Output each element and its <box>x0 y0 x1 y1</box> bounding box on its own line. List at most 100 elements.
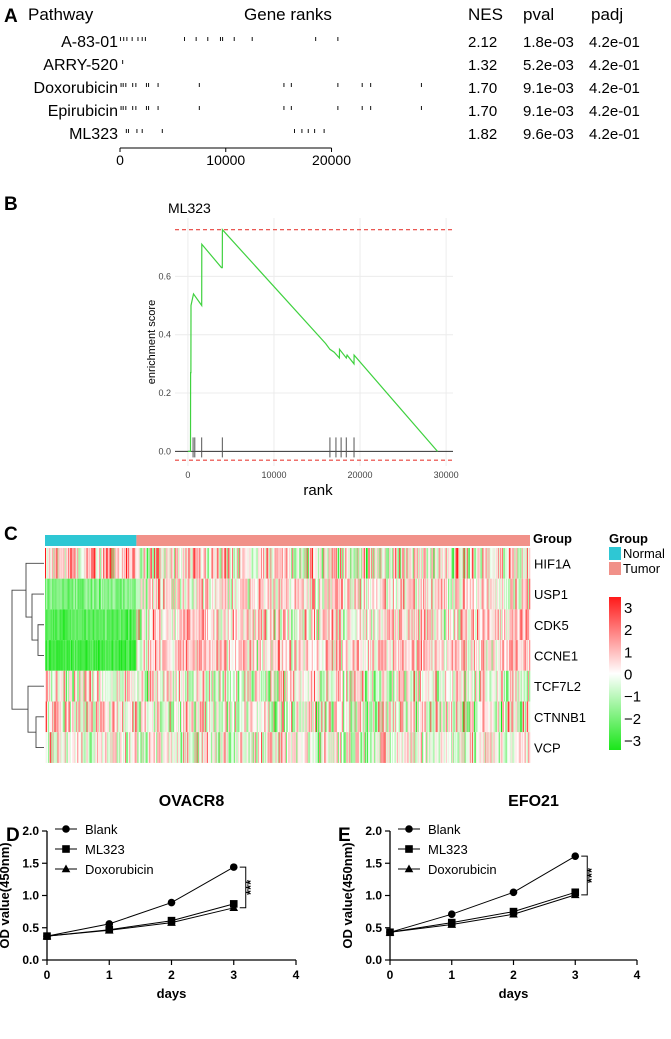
heatmap-cell <box>207 732 209 763</box>
heatmap-cell <box>296 548 298 579</box>
heatmap-cell <box>114 701 116 733</box>
heatmap-cell <box>45 640 47 671</box>
heatmap-cell <box>73 578 75 610</box>
heatmap-cell <box>201 732 204 763</box>
heatmap-cell <box>147 609 150 641</box>
heatmap-cell <box>190 640 192 671</box>
heatmap-cell <box>65 578 68 610</box>
heatmap-cell <box>124 701 127 733</box>
heatmap-cell <box>163 670 165 702</box>
heatmap-cell <box>426 548 428 579</box>
heatmap-cell <box>518 670 520 702</box>
heatmap-cell <box>400 578 402 610</box>
heatmap-cell <box>256 609 259 641</box>
heatmap-cell <box>65 732 68 763</box>
heatmap-cell <box>75 548 77 579</box>
heatmap-cell <box>115 701 117 733</box>
heatmap-cell <box>295 640 297 671</box>
header-gene-ranks: Gene ranks <box>244 5 332 24</box>
heatmap-cell <box>207 670 209 702</box>
heatmap-cell <box>350 548 352 579</box>
heatmap-cell <box>219 701 221 733</box>
heatmap-cell <box>447 609 450 641</box>
heatmap-cell <box>517 578 519 610</box>
heatmap-cell <box>264 578 266 610</box>
heatmap-cell <box>246 670 248 702</box>
heatmap-cell <box>467 548 470 579</box>
heatmap-cell <box>236 701 238 733</box>
heatmap-cell <box>324 640 326 671</box>
y-tick-label: 1.0 <box>22 889 39 903</box>
heatmap-cell <box>457 670 459 702</box>
heatmap-cell <box>114 732 116 763</box>
heatmap-cell <box>48 578 50 610</box>
heatmap-cell <box>356 670 358 702</box>
heatmap-cell <box>303 578 305 610</box>
significance-label: *** <box>243 879 258 895</box>
heatmap-cell <box>218 732 220 763</box>
heatmap-cell <box>318 640 320 671</box>
heatmap-cell <box>52 670 54 702</box>
heatmap-cell <box>222 640 224 671</box>
heatmap-cell <box>234 578 236 610</box>
heatmap-cell <box>459 548 461 579</box>
heatmap-cell <box>157 548 159 579</box>
heatmap-cell <box>472 578 475 610</box>
heatmap-cell <box>366 548 369 579</box>
heatmap-cell <box>73 548 75 579</box>
heatmap-cell <box>174 578 177 610</box>
heatmap-cell <box>133 701 135 733</box>
heatmap-cell <box>307 701 310 733</box>
heatmap-cell <box>463 548 465 579</box>
heatmap-cell <box>387 548 390 579</box>
heatmap-cell <box>255 548 258 579</box>
heatmap-cell <box>497 548 500 579</box>
heatmap-cell <box>135 701 137 733</box>
legend-label-ml323: ML323 <box>428 842 468 857</box>
heatmap-cell <box>56 609 58 641</box>
heatmap-cell <box>164 670 166 702</box>
heatmap-cell <box>480 732 482 763</box>
heatmap-cell <box>270 732 272 763</box>
heatmap-cell <box>489 609 491 641</box>
heatmap-cell <box>177 640 180 671</box>
heatmap-cell <box>226 609 229 641</box>
heatmap-cell <box>121 609 124 641</box>
heatmap-cell <box>489 670 491 702</box>
heatmap-cell <box>336 578 339 610</box>
heatmap-cell <box>85 609 87 641</box>
enrichment-plot-area: 0.00.20.40.60 10000 20000 30000 <box>158 218 459 480</box>
heatmap-cell <box>457 640 459 671</box>
heatmap-cell <box>417 732 420 763</box>
heatmap-cell <box>487 670 489 702</box>
heatmap-cell <box>346 640 348 671</box>
heatmap-cell <box>285 578 288 610</box>
heatmap-cell <box>157 670 159 702</box>
heatmap-cell <box>50 701 52 733</box>
heatmap-cell <box>166 609 168 641</box>
heatmap-cell <box>514 732 516 763</box>
heatmap-cell <box>275 732 277 763</box>
heatmap-cell <box>520 701 522 733</box>
heatmap-cell <box>81 640 83 671</box>
heatmap-cell <box>127 670 129 702</box>
heatmap-cell <box>377 578 379 610</box>
heatmap-cell <box>210 640 212 671</box>
heatmap-cell <box>248 670 250 702</box>
heatmap-cell <box>93 732 96 763</box>
heatmap-cell <box>325 578 327 610</box>
heatmap-cell <box>158 609 160 641</box>
heatmap-cell <box>419 609 422 641</box>
heatmap-cell <box>495 548 498 579</box>
heatmap-cell <box>346 578 348 610</box>
heatmap-cell <box>193 732 195 763</box>
heatmap-cell <box>461 578 463 610</box>
heatmap-cell <box>404 732 406 763</box>
heatmap-cell <box>183 732 185 763</box>
heatmap-cell <box>51 640 53 671</box>
legend-marker-ml323 <box>405 845 413 853</box>
heatmap-cell <box>411 732 413 763</box>
heatmap-cell <box>174 548 177 579</box>
heatmap-cell <box>99 670 101 702</box>
heatmap-cell <box>121 732 124 763</box>
